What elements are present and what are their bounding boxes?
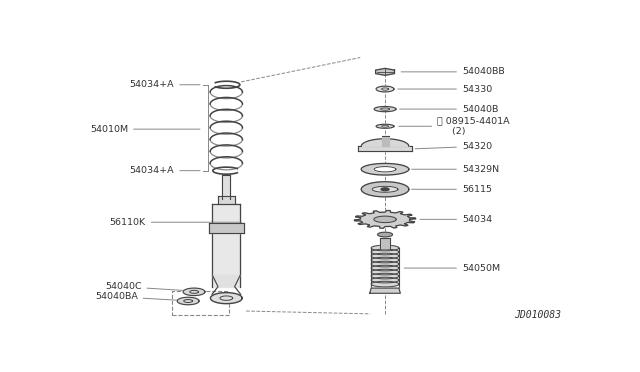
Polygon shape: [371, 249, 399, 255]
Text: 56110K: 56110K: [110, 218, 241, 227]
Polygon shape: [380, 238, 390, 248]
Polygon shape: [355, 211, 416, 228]
Polygon shape: [374, 167, 396, 172]
Text: 54040BA: 54040BA: [95, 292, 189, 301]
Polygon shape: [361, 182, 409, 197]
Polygon shape: [374, 106, 396, 112]
Text: 54040BB: 54040BB: [401, 67, 505, 76]
Polygon shape: [371, 269, 399, 275]
Polygon shape: [376, 124, 394, 128]
Text: 54329N: 54329N: [412, 165, 499, 174]
Polygon shape: [371, 245, 399, 251]
Polygon shape: [372, 186, 398, 192]
Polygon shape: [371, 281, 399, 287]
Polygon shape: [378, 232, 392, 237]
Text: 54010M: 54010M: [90, 125, 200, 134]
Polygon shape: [183, 288, 205, 296]
Polygon shape: [381, 188, 389, 191]
Text: 54320: 54320: [415, 142, 492, 151]
Polygon shape: [371, 273, 399, 279]
Polygon shape: [371, 265, 399, 271]
Text: 54034+A: 54034+A: [129, 166, 200, 175]
Text: JD010083: JD010083: [514, 310, 561, 320]
Polygon shape: [371, 253, 399, 259]
Text: 54330: 54330: [397, 84, 492, 93]
Text: 54034: 54034: [420, 215, 492, 224]
Polygon shape: [370, 288, 400, 293]
Bar: [172, 291, 229, 315]
Text: 54040B: 54040B: [400, 105, 499, 113]
Polygon shape: [374, 216, 396, 222]
Polygon shape: [371, 261, 399, 267]
Polygon shape: [211, 293, 242, 304]
Polygon shape: [376, 86, 394, 92]
Polygon shape: [371, 257, 399, 263]
Polygon shape: [381, 136, 388, 146]
Polygon shape: [376, 68, 394, 75]
Text: 56115: 56115: [412, 185, 492, 194]
Polygon shape: [371, 277, 399, 283]
Text: 54050M: 54050M: [404, 264, 500, 273]
Polygon shape: [212, 275, 240, 287]
Polygon shape: [358, 146, 412, 151]
Text: Ⓢ 08915-4401A
     (2): Ⓢ 08915-4401A (2): [399, 116, 509, 136]
Text: 54034+A: 54034+A: [129, 80, 200, 89]
Polygon shape: [177, 297, 199, 305]
Text: 54040C: 54040C: [105, 282, 204, 292]
Polygon shape: [361, 163, 409, 175]
